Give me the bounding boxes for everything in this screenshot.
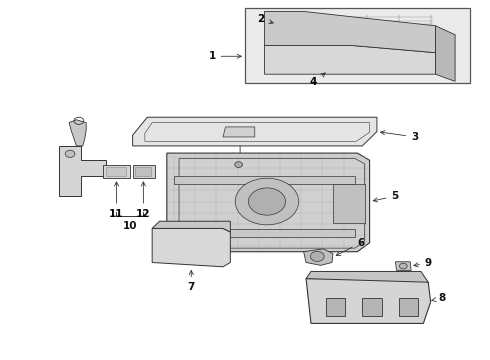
Bar: [103, 165, 130, 178]
Polygon shape: [306, 271, 428, 282]
Polygon shape: [152, 228, 230, 267]
Text: 10: 10: [122, 221, 137, 231]
Polygon shape: [69, 120, 86, 146]
Polygon shape: [304, 249, 333, 265]
Polygon shape: [265, 12, 436, 53]
Polygon shape: [436, 26, 455, 81]
Text: 1: 1: [208, 51, 241, 61]
Bar: [135, 167, 151, 176]
Polygon shape: [395, 262, 411, 270]
Circle shape: [311, 251, 324, 261]
Circle shape: [235, 178, 299, 225]
Polygon shape: [167, 153, 369, 252]
Bar: [106, 167, 126, 176]
Circle shape: [248, 188, 286, 215]
Circle shape: [65, 150, 75, 157]
Polygon shape: [223, 127, 255, 137]
Polygon shape: [133, 117, 377, 146]
Bar: [326, 298, 345, 316]
Text: 4: 4: [310, 73, 325, 87]
Text: 7: 7: [188, 270, 195, 292]
Polygon shape: [306, 279, 431, 323]
Circle shape: [235, 162, 243, 167]
Polygon shape: [59, 146, 106, 196]
Bar: [399, 298, 418, 316]
Text: 2: 2: [257, 14, 273, 24]
Bar: [362, 298, 382, 316]
Bar: [174, 229, 355, 237]
Text: 6: 6: [336, 238, 365, 255]
Text: 11: 11: [109, 182, 124, 219]
Bar: [245, 8, 470, 83]
Polygon shape: [152, 221, 230, 232]
Text: 3: 3: [381, 131, 418, 142]
Text: 8: 8: [432, 293, 445, 303]
Text: 12: 12: [136, 182, 150, 219]
Polygon shape: [333, 184, 365, 223]
Bar: [133, 165, 155, 178]
Polygon shape: [265, 45, 436, 74]
Text: 9: 9: [414, 258, 432, 268]
Circle shape: [399, 263, 407, 269]
Bar: [174, 176, 355, 184]
Text: 5: 5: [373, 191, 399, 202]
